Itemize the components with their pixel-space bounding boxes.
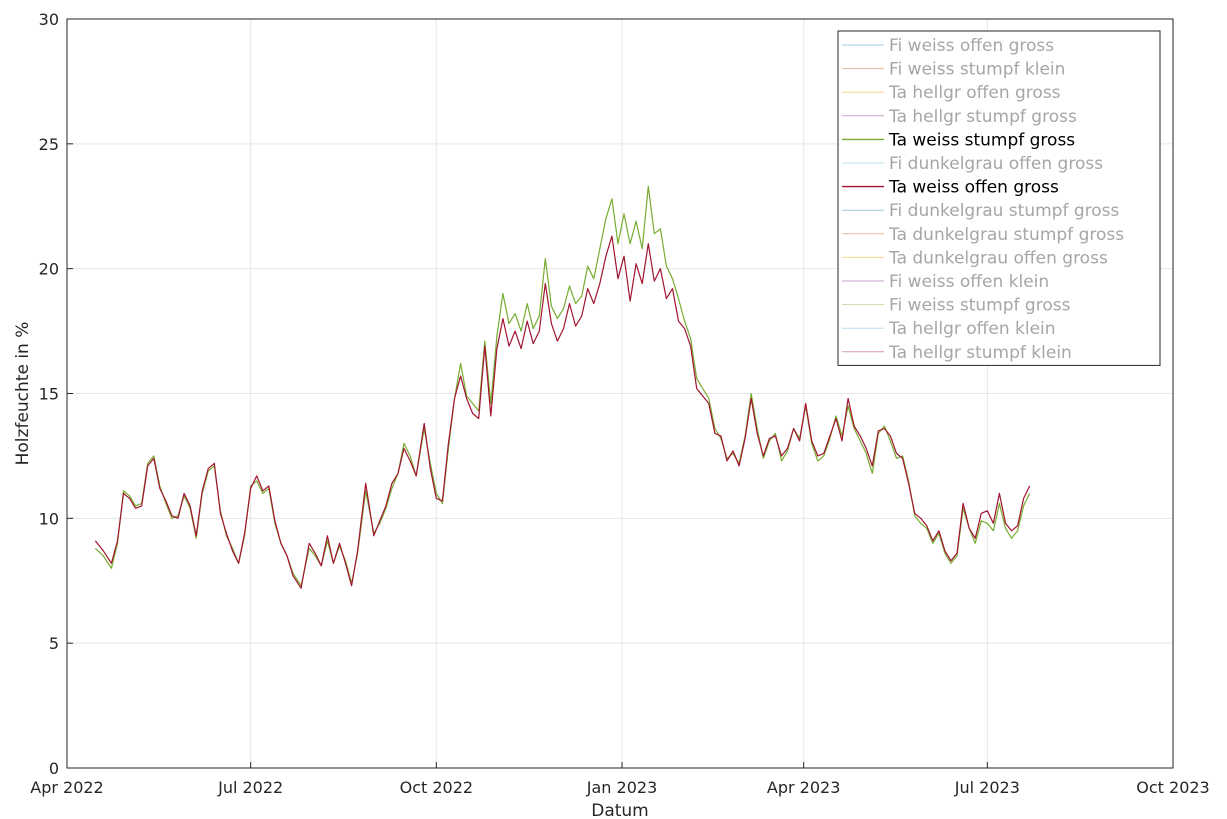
x-axis-label: Datum bbox=[591, 801, 649, 819]
legend-label: Ta dunkelgrau stumpf gross bbox=[888, 225, 1124, 245]
x-tick-label: Apr 2022 bbox=[30, 778, 103, 797]
x-axis-ticks: Apr 2022 Jul 2022 Oct 2022 Jan 2023 Apr 2023… bbox=[30, 762, 1209, 797]
legend-label: Ta weiss offen gross bbox=[888, 178, 1059, 198]
legend[interactable]: Fi weiss offen gross Fi weiss stumpf klei… bbox=[838, 31, 1160, 365]
legend-label: Ta hellgr stumpf gross bbox=[888, 107, 1077, 127]
y-tick-label: 5 bbox=[49, 634, 59, 653]
y-tick-label: 10 bbox=[39, 509, 59, 528]
legend-label: Fi weiss stumpf klein bbox=[889, 60, 1065, 80]
legend-label: Fi weiss offen gross bbox=[889, 36, 1054, 56]
legend-label: Ta hellgr offen gross bbox=[888, 83, 1061, 103]
y-tick-label: 15 bbox=[39, 385, 59, 404]
legend-label: Ta hellgr offen klein bbox=[888, 319, 1056, 339]
y-axis-ticks: 0 5 10 15 20 25 30 bbox=[39, 10, 73, 778]
legend-label: Ta hellgr stumpf klein bbox=[888, 343, 1072, 363]
legend-label: Ta weiss stumpf gross bbox=[888, 130, 1075, 150]
y-tick-label: 25 bbox=[39, 135, 59, 154]
legend-label: Ta dunkelgrau offen gross bbox=[888, 248, 1108, 268]
y-tick-label: 20 bbox=[39, 260, 59, 279]
y-tick-label: 30 bbox=[39, 10, 59, 29]
x-tick-label: Jul 2022 bbox=[217, 778, 283, 797]
x-tick-label: Oct 2023 bbox=[1136, 778, 1209, 797]
x-tick-label: Oct 2022 bbox=[400, 778, 473, 797]
legend-label: Fi dunkelgrau stumpf gross bbox=[889, 201, 1120, 221]
x-tick-label: Jul 2023 bbox=[954, 778, 1020, 797]
y-axis-label: Holzfeuchte in % bbox=[13, 322, 33, 466]
y-tick-label: 0 bbox=[49, 759, 59, 778]
x-tick-label: Jan 2023 bbox=[586, 778, 657, 797]
x-tick-label: Apr 2023 bbox=[767, 778, 840, 797]
legend-label: Fi dunkelgrau offen gross bbox=[889, 154, 1103, 174]
legend-label: Fi weiss offen klein bbox=[889, 272, 1049, 292]
legend-label: Fi weiss stumpf gross bbox=[889, 296, 1071, 316]
